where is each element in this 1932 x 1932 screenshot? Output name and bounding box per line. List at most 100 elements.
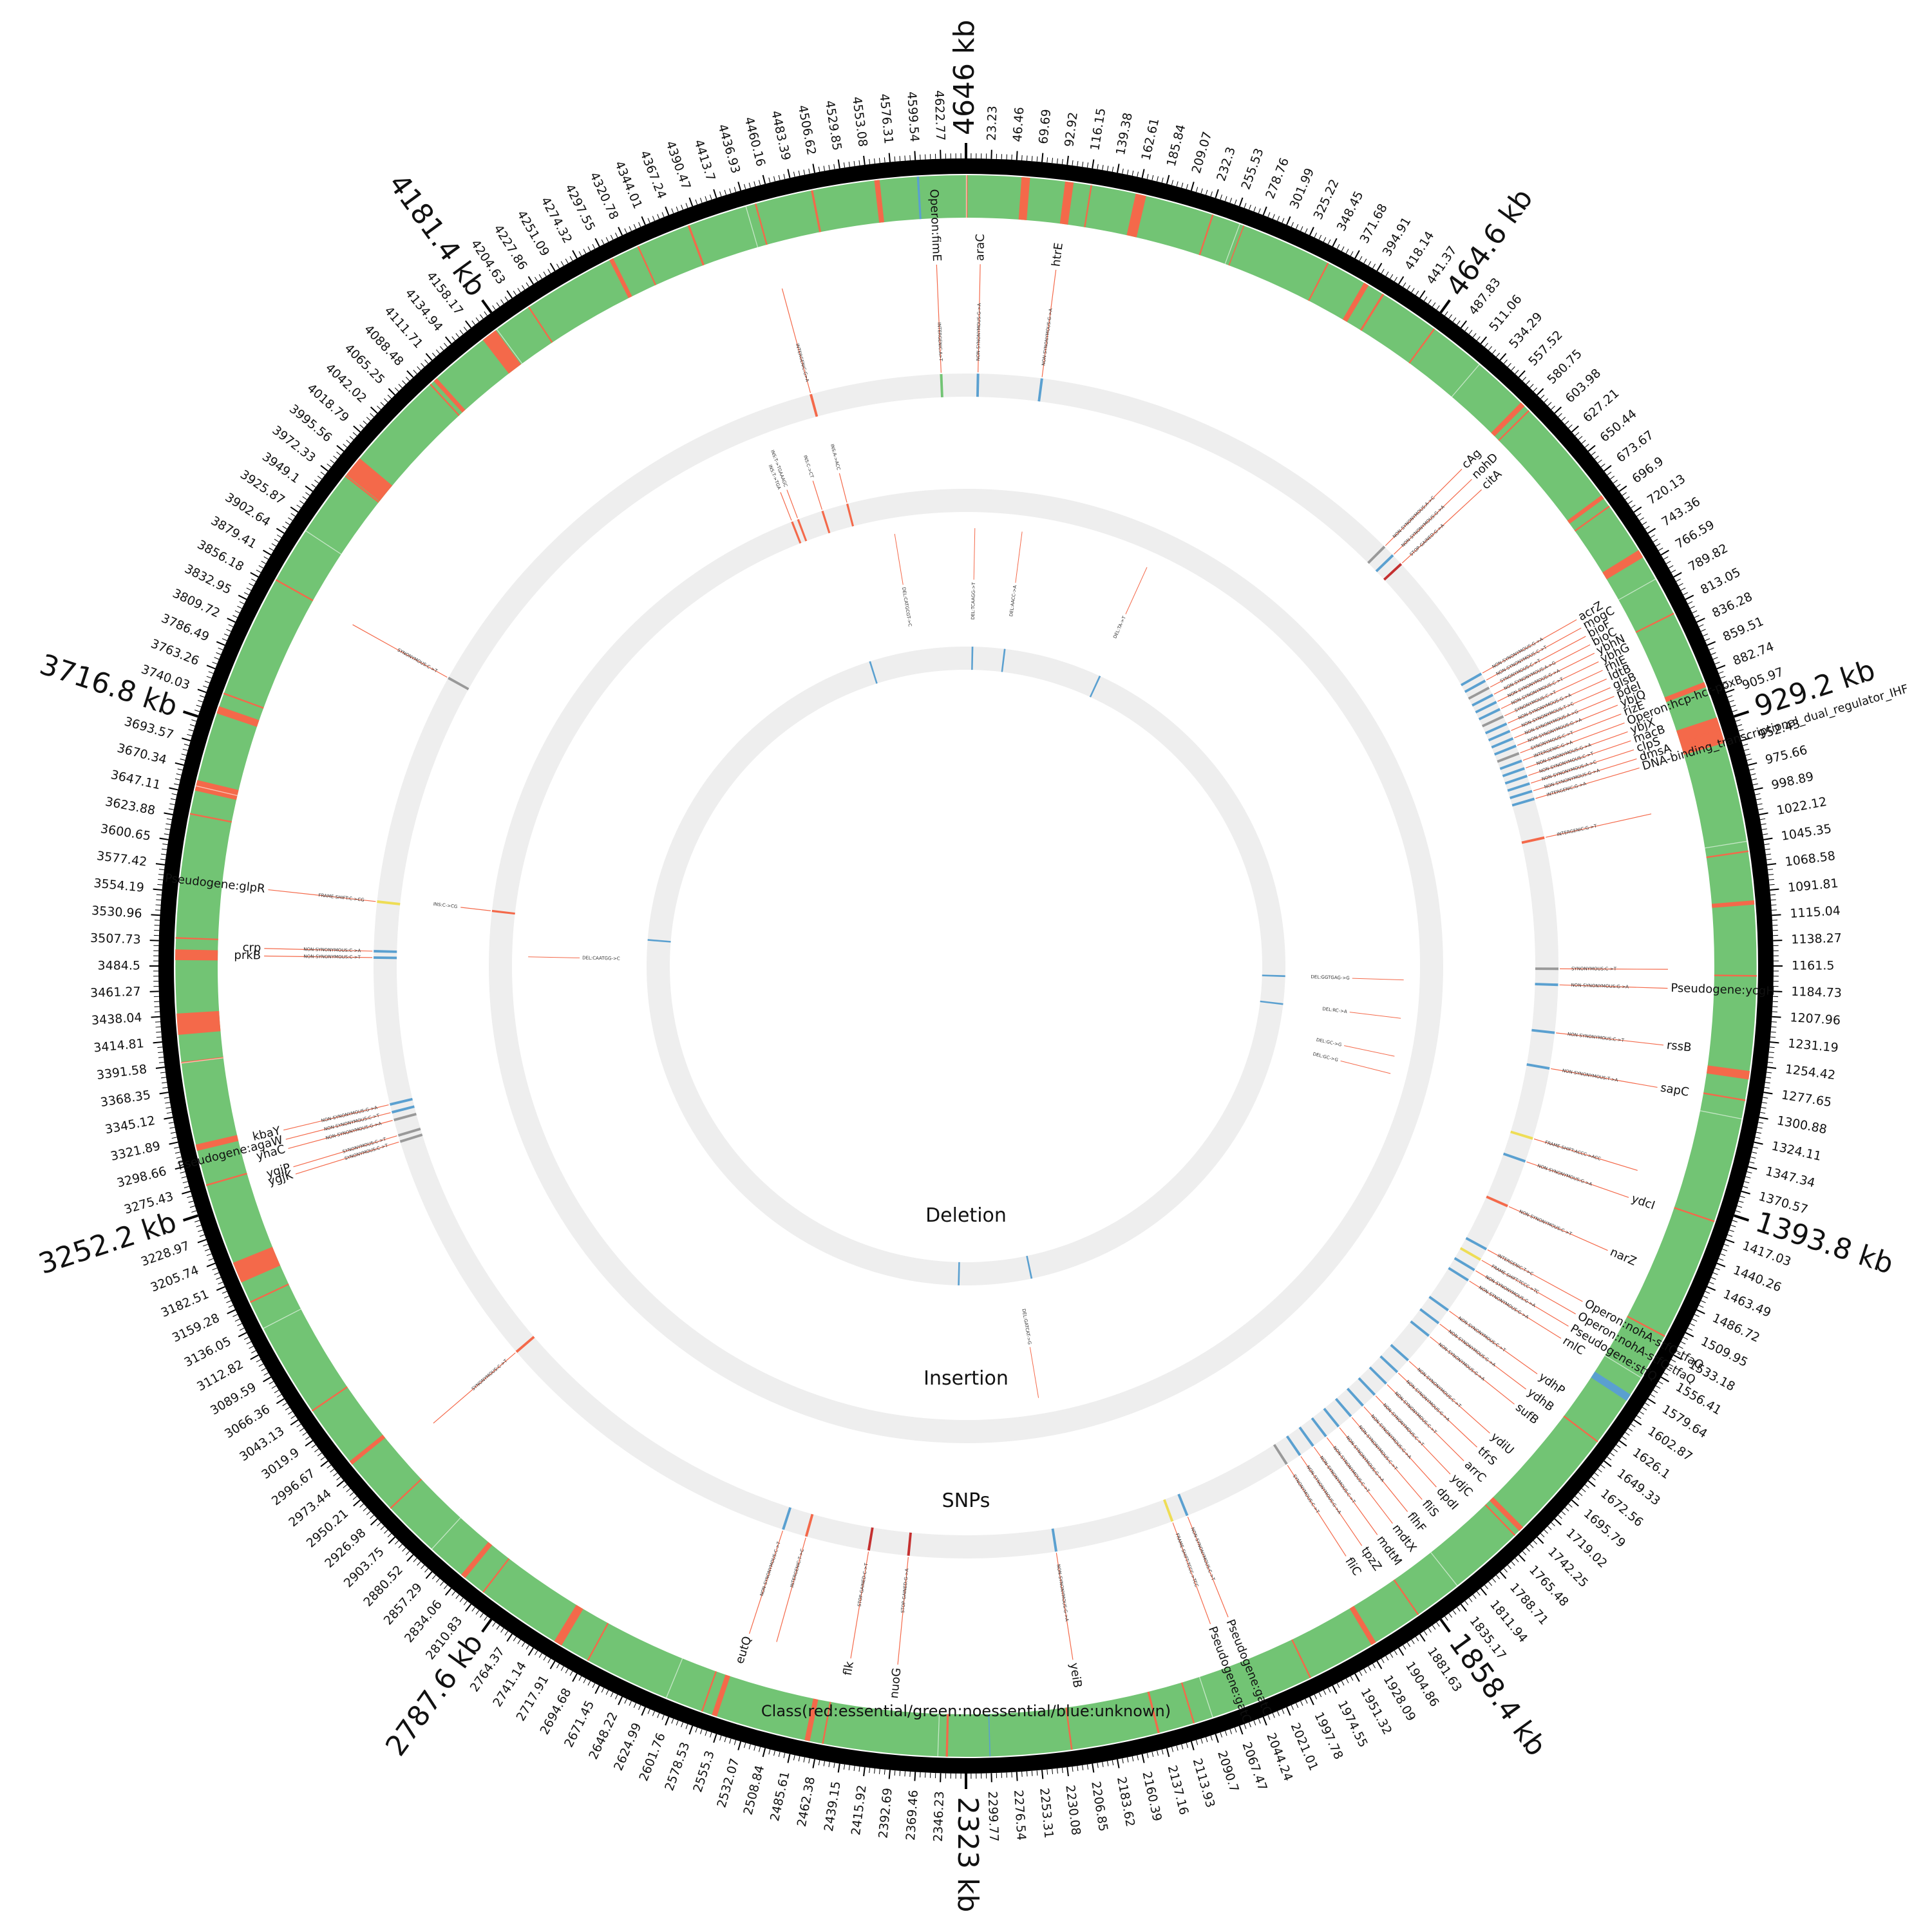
snp-gene-label: fliS — [1419, 1497, 1441, 1520]
scale-subtick — [204, 1249, 210, 1251]
scale-subtick — [234, 610, 240, 614]
scale-subtick — [560, 1666, 564, 1671]
deletion-leader — [1344, 1045, 1395, 1057]
scale-subtick — [705, 196, 708, 202]
snp-mark — [393, 1113, 417, 1122]
scale-subtick — [1650, 535, 1656, 538]
scale-subtick — [793, 171, 795, 177]
scale-subtick — [724, 1737, 726, 1743]
scale-subtick — [1761, 1106, 1766, 1109]
scale-subtick — [363, 421, 368, 425]
scale-subtick — [180, 1171, 185, 1174]
scale-subtick — [1687, 601, 1693, 605]
scale-subtick — [1613, 1448, 1618, 1452]
scale-subtick — [1146, 1752, 1149, 1758]
scale-subtick — [196, 1224, 202, 1227]
snp-leader — [433, 1352, 516, 1424]
class-band-essential — [1228, 225, 1245, 266]
snp-annotation: NON-SYNONYMOUS:G->A — [1405, 1379, 1451, 1422]
scale-subtick — [199, 695, 205, 698]
scale-subtick — [530, 279, 534, 285]
scale-subtick — [239, 1327, 245, 1331]
scale-subtick — [833, 1763, 835, 1768]
snp-mark — [1464, 679, 1486, 693]
minor-tick-label: 1045.35 — [1780, 822, 1832, 844]
scale-subtick — [1752, 1151, 1757, 1154]
scale-subtick — [311, 1444, 316, 1448]
snp-annotation: FRAME-SHIFT:ACCC->ACC — [1544, 1140, 1602, 1162]
scale-subtick — [1692, 1318, 1698, 1322]
scale-subtick — [1117, 1759, 1119, 1765]
scale-subtick — [858, 1766, 860, 1772]
scale-subtick — [1086, 1764, 1089, 1770]
scale-subtick — [185, 739, 191, 741]
insertion-leader — [812, 480, 823, 510]
scale-subtick — [444, 343, 448, 348]
scale-subtick — [1591, 1476, 1596, 1481]
scale-subtick — [356, 1499, 361, 1504]
scale-subtick — [500, 1627, 504, 1633]
snp-leader — [1508, 678, 1607, 724]
scale-subtick — [163, 1092, 169, 1094]
scale-subtick — [1132, 1756, 1134, 1762]
scale-subtick — [1750, 773, 1756, 775]
genome-scale-ring — [158, 158, 1774, 1774]
scale-subtick — [157, 1046, 163, 1048]
scale-subtick — [1398, 1647, 1402, 1653]
minor-tick-label: 1231.19 — [1787, 1036, 1839, 1055]
scale-subtick — [285, 522, 290, 526]
class-band-essential — [461, 1542, 493, 1578]
minor-tick-label: 3368.35 — [99, 1088, 151, 1110]
snp-annotation: NON-SYNONYMOUS:C->T — [1358, 1425, 1399, 1472]
insertion-mark — [846, 503, 855, 527]
scale-subtick — [624, 1698, 627, 1704]
scale-subtick — [488, 1619, 492, 1624]
snp-annotation: STOP-GAINED:G->A — [900, 1568, 910, 1613]
scale-subtick — [1277, 1710, 1280, 1716]
class-band-essential-fine — [1706, 850, 1749, 858]
scale-subtick — [1757, 803, 1763, 806]
minor-tick-label: 116.15 — [1088, 107, 1108, 151]
scale-subtick — [1707, 1286, 1712, 1289]
snp-gene-label: eutQ — [733, 1634, 754, 1665]
scale-subtick — [216, 1277, 222, 1280]
scale-subtick — [1540, 1533, 1545, 1538]
snp-mark — [374, 949, 397, 953]
minor-tick-label: 3205.74 — [149, 1263, 201, 1294]
scale-subtick — [155, 914, 160, 916]
scale-subtick — [1191, 185, 1193, 191]
scale-subtick — [155, 1021, 161, 1023]
scale-subtick — [181, 1176, 187, 1179]
snp-leader — [1508, 1206, 1608, 1251]
class-band-essential-fine — [1674, 1207, 1715, 1222]
scale-subtick — [552, 266, 556, 271]
scale-subtick — [1763, 1097, 1768, 1099]
scale-subtick — [455, 1594, 460, 1599]
scale-subtick — [177, 1161, 183, 1164]
snp-leader — [749, 1530, 784, 1634]
scale-subtick — [178, 1166, 184, 1169]
scale-subtick — [1690, 605, 1695, 609]
scale-subtick — [184, 744, 189, 746]
insertion-leader — [780, 492, 792, 521]
scale-subtick — [1725, 690, 1731, 693]
scale-subtick — [773, 1750, 775, 1756]
scale-subtick — [336, 1476, 341, 1481]
snp-mark — [1368, 1366, 1387, 1385]
scale-subtick — [1714, 661, 1720, 665]
scale-subtick — [440, 1581, 444, 1586]
scale-subtick — [1763, 1092, 1769, 1094]
scale-subtick — [377, 405, 381, 410]
minor-tick-label: 2230.08 — [1063, 1784, 1083, 1836]
scale-subtick — [1350, 1676, 1354, 1681]
scale-subtick — [1650, 1394, 1656, 1397]
scale-subtick — [256, 569, 261, 573]
major-tick-label: 1393.8 kb — [1752, 1206, 1897, 1281]
snp-leader — [1517, 705, 1618, 746]
scale-subtick — [661, 1714, 665, 1720]
scale-subtick — [204, 681, 210, 683]
scale-subtick — [176, 1157, 182, 1159]
scale-subtick — [249, 1345, 254, 1349]
scale-subtick — [496, 1625, 500, 1630]
minor-tick-label: 2369.46 — [904, 1790, 921, 1841]
